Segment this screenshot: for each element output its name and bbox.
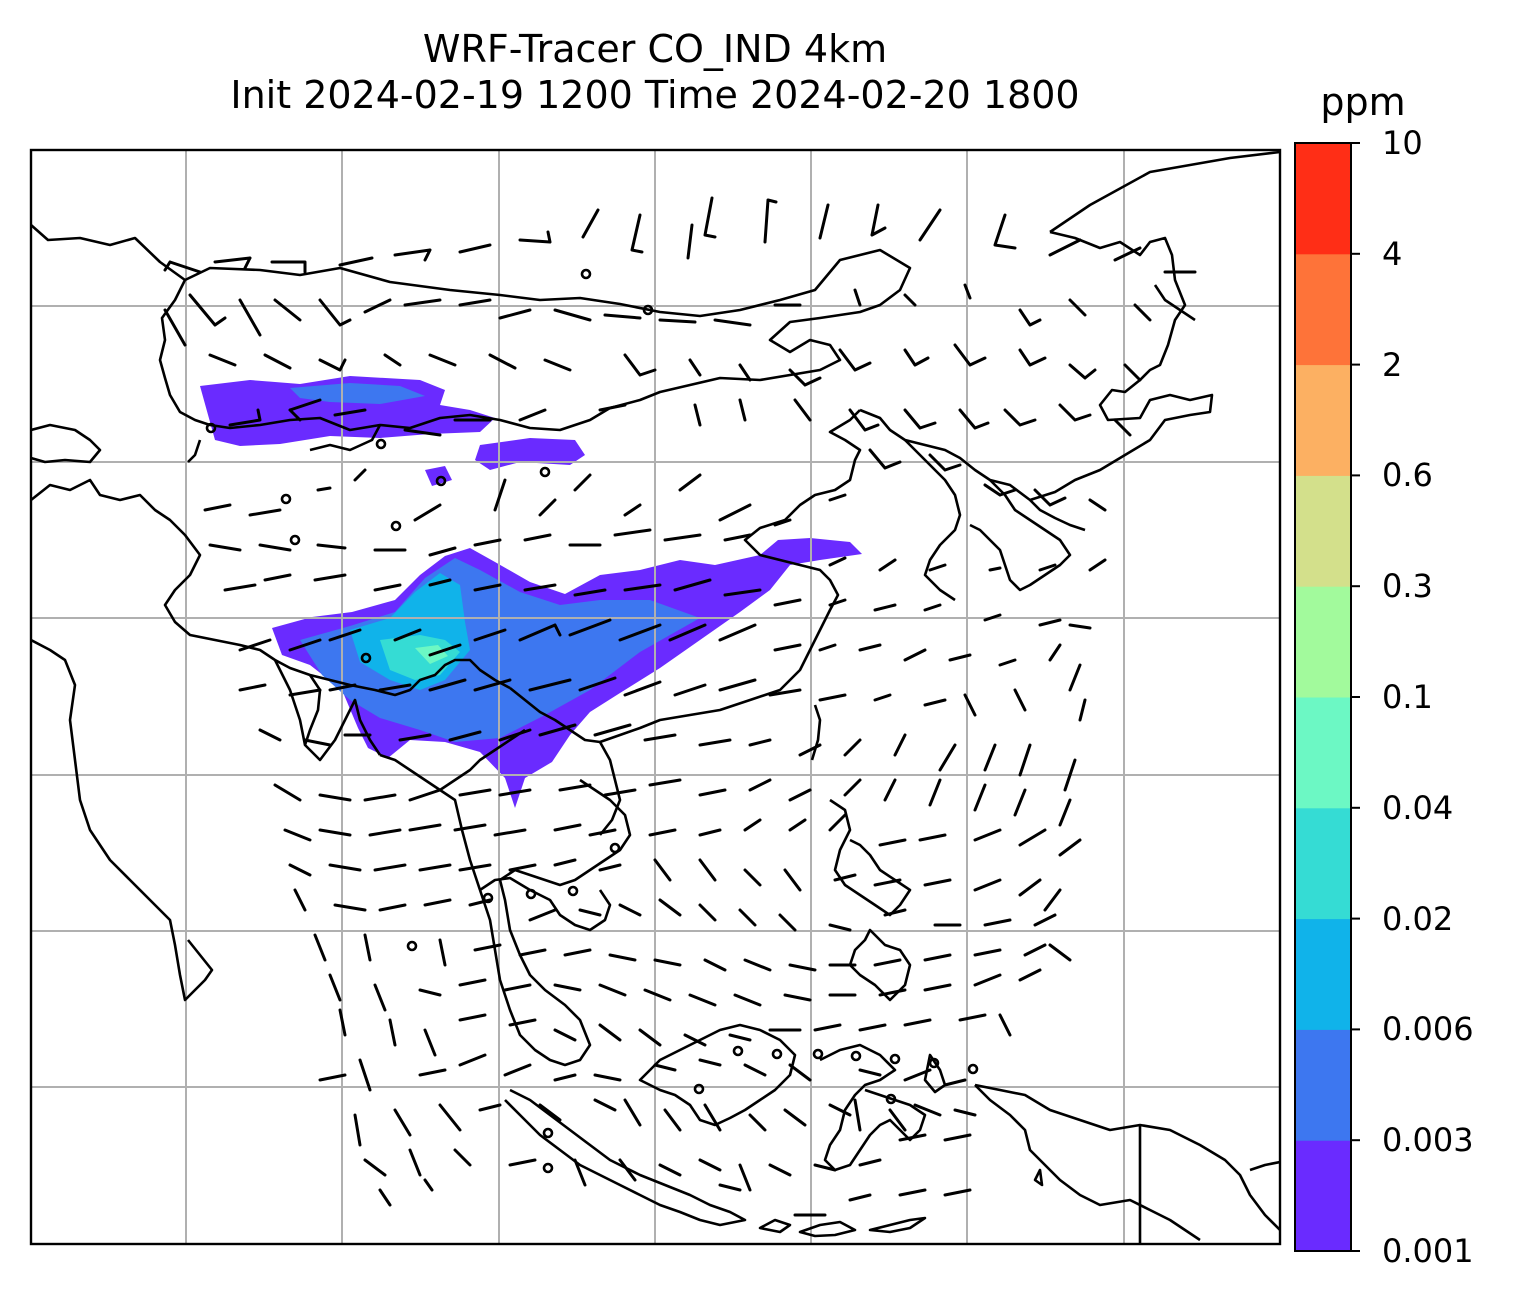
colorbar-block <box>1295 807 1351 920</box>
map-title: WRF-Tracer CO_IND 4km Init 2024-02-19 12… <box>30 26 1280 118</box>
colorbar-tick-label: 0.1 <box>1382 678 1433 716</box>
colorbar-unit: ppm <box>1320 80 1406 124</box>
colorbar-tick-label: 0.04 <box>1382 788 1454 827</box>
title-line-2: Init 2024-02-19 1200 Time 2024-02-20 180… <box>230 73 1080 117</box>
colorbar-ticks <box>1351 142 1360 1252</box>
title-line-1: WRF-Tracer CO_IND 4km <box>422 27 888 71</box>
colorbar-tick-label: 0.006 <box>1382 1010 1474 1049</box>
colorbar-block <box>1295 1029 1351 1141</box>
colorbar-block <box>1295 1140 1351 1252</box>
colorbar <box>1294 142 1360 1252</box>
colorbar-block <box>1295 143 1351 255</box>
colorbar-block <box>1295 253 1351 366</box>
plume-mid-north <box>290 383 425 404</box>
colorbar-tick-label: 10 <box>1382 124 1423 162</box>
colorbar-block <box>1295 586 1351 698</box>
colorbar-blocks <box>1295 143 1351 1252</box>
colorbar-tick-label: 2 <box>1382 345 1403 384</box>
colorbar-block <box>1295 364 1351 476</box>
gridlines <box>31 150 1280 1244</box>
colorbar-tick-label: 0.3 <box>1382 567 1433 606</box>
colorbar-tick-label: 0.003 <box>1382 1121 1474 1160</box>
colorbar-tick-label: 4 <box>1382 234 1403 273</box>
colorbar-tick-label: 0.6 <box>1382 456 1433 495</box>
map-frame <box>29 148 1282 1246</box>
plume-low-north-2 <box>475 438 585 470</box>
calm-markers <box>205 268 979 1174</box>
plume-low-north-1 <box>200 376 495 446</box>
colorbar-tick-label: 0.001 <box>1382 1232 1474 1270</box>
colorbar-block <box>1295 475 1351 587</box>
wind-barbs <box>163 196 1197 1217</box>
colorbar-block <box>1295 918 1351 1030</box>
coastlines <box>31 150 1280 1244</box>
colorbar-block <box>1295 697 1351 809</box>
colorbar-tick-label: 0.02 <box>1382 899 1454 938</box>
